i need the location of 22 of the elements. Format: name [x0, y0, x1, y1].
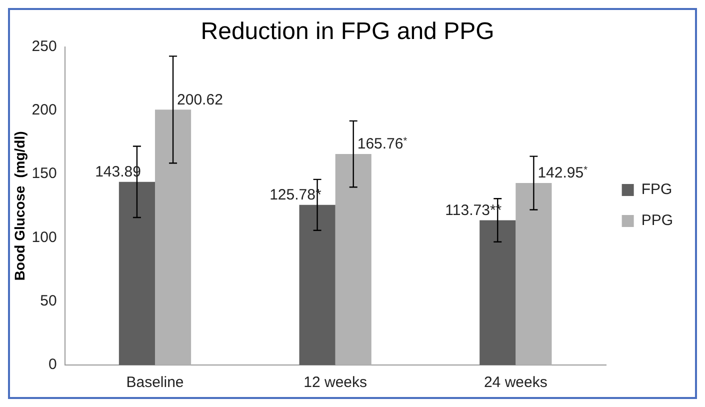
x-tick-label: 12 weeks: [304, 374, 368, 392]
bar: [154, 110, 192, 365]
bar: [335, 154, 372, 365]
legend-label: PPG: [641, 212, 674, 230]
y-tick-label: 0: [48, 356, 57, 374]
data-label: 200.62: [177, 91, 223, 108]
bar: [480, 220, 516, 365]
y-tick-label: 150: [32, 165, 57, 182]
x-tick-label: 24 weeks: [484, 374, 548, 392]
chart-title: Reduction in FPG and PPG: [200, 18, 494, 46]
y-tick-label: 250: [32, 38, 57, 55]
legend-label: FPG: [641, 181, 672, 198]
y-axis-title: Bood Glucose (mg/dl): [11, 131, 28, 281]
bar: [118, 182, 155, 365]
y-tick-label: 200: [32, 102, 57, 119]
bar: [299, 204, 336, 365]
data-label: 165.76*: [357, 136, 408, 153]
y-tick-label: 50: [40, 292, 57, 310]
y-tick-label: 100: [32, 228, 57, 246]
data-label: 142.95*: [538, 164, 588, 182]
bar: [516, 183, 552, 365]
x-tick-label: Baseline: [126, 374, 184, 392]
